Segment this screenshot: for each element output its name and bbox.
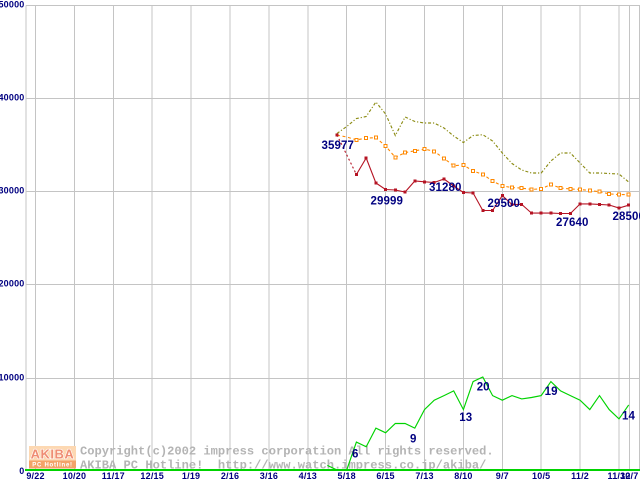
svg-text:6: 6 [352,448,359,460]
svg-text:14: 14 [622,410,635,422]
svg-text:40000: 40000 [0,92,25,102]
svg-text:1/19: 1/19 [182,471,200,480]
svg-text:28500: 28500 [613,211,640,223]
svg-text:11/17: 11/17 [102,471,125,480]
svg-text:9/22: 9/22 [26,471,44,480]
svg-text:7/13: 7/13 [415,471,433,480]
svg-text:20: 20 [477,382,490,394]
svg-text:20000: 20000 [0,278,25,288]
svg-text:Copyright(c)2002 impress corpo: Copyright(c)2002 impress corporation All… [80,445,494,459]
svg-text:8/10: 8/10 [454,471,472,480]
svg-text:PC Hotline!: PC Hotline! [32,463,73,469]
svg-text:29500: 29500 [488,198,520,210]
svg-text:29999: 29999 [371,195,403,207]
svg-text:10/5: 10/5 [532,471,550,480]
svg-text:6/15: 6/15 [376,471,394,480]
svg-text:12/15: 12/15 [140,471,164,480]
svg-text:2/16: 2/16 [221,471,239,480]
svg-text:35977: 35977 [322,140,354,152]
svg-text:11/2: 11/2 [571,471,589,480]
svg-text:AKIBA: AKIBA [31,446,75,461]
svg-text:9: 9 [410,434,417,446]
svg-text:31280: 31280 [429,182,461,194]
svg-text:50000: 50000 [0,0,25,9]
svg-text:19: 19 [545,386,558,398]
svg-text:13: 13 [459,412,472,424]
svg-text:4/13: 4/13 [299,471,317,480]
svg-text:12/7: 12/7 [620,471,638,480]
svg-text:27640: 27640 [556,217,588,229]
svg-text:5/18: 5/18 [338,471,356,480]
svg-text:0: 0 [19,466,24,476]
svg-text:9/7: 9/7 [496,471,509,480]
svg-text:11/30: 11/30 [607,471,630,480]
svg-text:10000: 10000 [0,372,25,382]
svg-text:30000: 30000 [0,185,25,195]
svg-text:10/20: 10/20 [63,471,87,480]
svg-text:3/16: 3/16 [260,471,278,480]
